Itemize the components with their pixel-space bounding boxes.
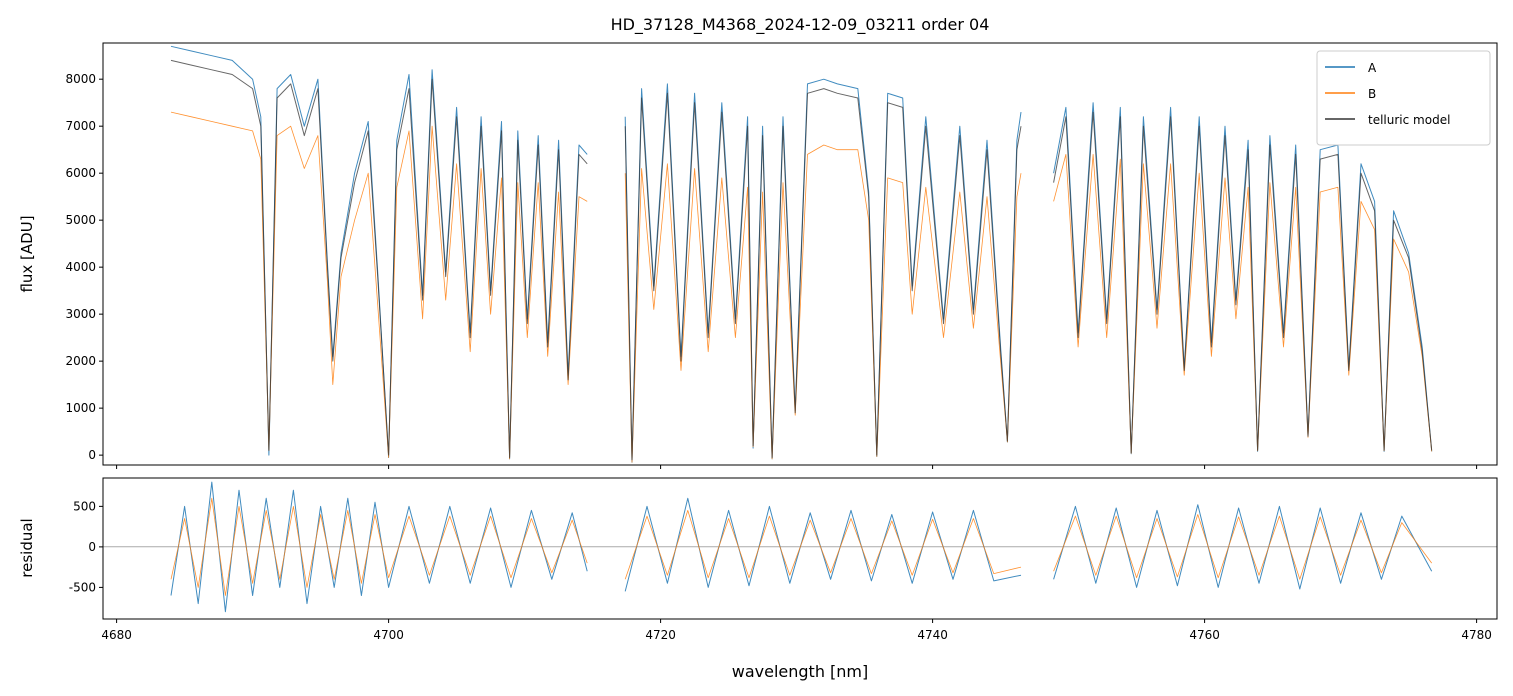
series-line <box>170 59 1433 461</box>
y-tick-label: -500 <box>69 580 96 594</box>
plot-area <box>170 45 1433 463</box>
y-tick-label: 6000 <box>65 166 96 180</box>
y-tick-label: 8000 <box>65 72 96 86</box>
y-axis-label: flux [ADU] <box>18 215 36 292</box>
x-tick-label: 4760 <box>1189 628 1220 642</box>
x-tick-label: 4740 <box>917 628 948 642</box>
legend-label: A <box>1368 61 1377 75</box>
x-axis-label: wavelength [nm] <box>732 662 869 681</box>
legend-label: B <box>1368 87 1376 101</box>
chart-title: HD_37128_M4368_2024-12-09_03211 order 04 <box>611 15 990 35</box>
y-tick-label: 4000 <box>65 260 96 274</box>
legend-box <box>1316 50 1491 146</box>
axes-frame <box>102 477 1498 620</box>
legend-label: telluric model <box>1368 113 1450 127</box>
y-tick-label: 3000 <box>65 307 96 321</box>
y-tick-label: 1000 <box>65 401 96 415</box>
series-line <box>170 111 1433 463</box>
x-tick-label: 4720 <box>645 628 676 642</box>
y-tick-label: 0 <box>88 540 96 554</box>
x-tick-label: 4780 <box>1461 628 1492 642</box>
y-tick-label: 7000 <box>65 119 96 133</box>
plot-area <box>103 481 1497 613</box>
y-tick-label: 500 <box>73 499 96 513</box>
x-tick-label: 4700 <box>373 628 404 642</box>
y-tick-label: 0 <box>88 448 96 462</box>
y-tick-label: 5000 <box>65 213 96 227</box>
y-axis-label: residual <box>18 518 36 577</box>
y-tick-label: 2000 <box>65 354 96 368</box>
x-tick-label: 4680 <box>101 628 132 642</box>
axes-frame <box>102 42 1498 466</box>
series-line <box>170 497 1433 596</box>
